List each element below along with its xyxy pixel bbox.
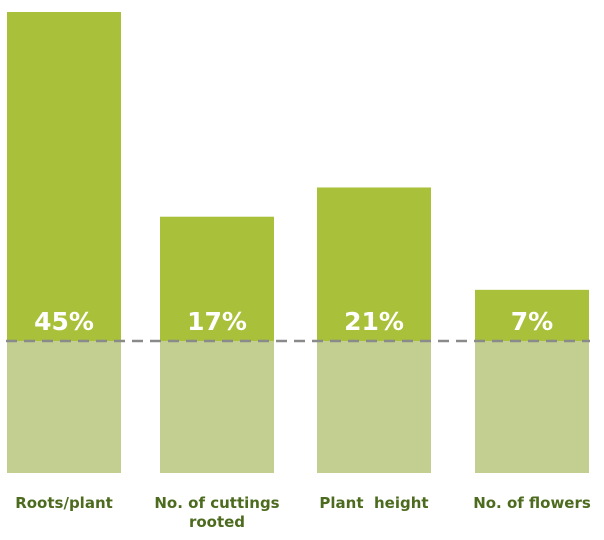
category-label: No. of cuttings rooted: [154, 494, 279, 531]
base-bars: [7, 341, 589, 473]
category-label-line: rooted: [189, 513, 245, 531]
category-label-line: No. of cuttings: [154, 494, 279, 512]
base-bar: [7, 341, 121, 473]
base-bar: [317, 341, 431, 473]
category-label-line: Plant height: [319, 494, 428, 512]
increase-bars: [7, 12, 589, 341]
bar: [475, 289, 589, 341]
category-label-line: No. of flowers: [473, 494, 591, 512]
category-label: Roots/plant: [15, 494, 113, 512]
category-labels: Roots/plant No. of cuttings rooted Plant he…: [15, 494, 591, 531]
bar: [7, 12, 121, 341]
data-label: 45%: [34, 307, 94, 336]
base-bar: [475, 341, 589, 473]
category-label: No. of flowers: [473, 494, 591, 512]
bar: [160, 216, 274, 341]
category-label: Plant height: [319, 494, 428, 512]
data-label: 21%: [344, 307, 404, 336]
bar: [317, 187, 431, 341]
data-label: 7%: [511, 307, 553, 336]
data-label: 17%: [187, 307, 247, 336]
category-label-line: Roots/plant: [15, 494, 113, 512]
value-labels: 45% 17% 21% 7%: [34, 307, 553, 336]
base-bar: [160, 341, 274, 473]
